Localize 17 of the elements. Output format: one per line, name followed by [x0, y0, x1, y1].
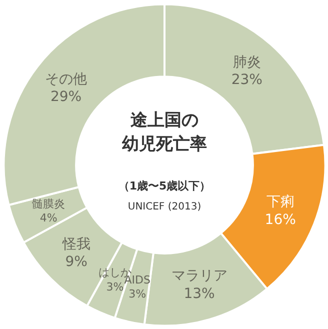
data-label: 3%: [106, 280, 124, 294]
data-label: 13%: [184, 286, 215, 302]
data-label: 9%: [65, 254, 88, 270]
data-label: 4%: [40, 212, 58, 225]
data-label: 29%: [50, 89, 82, 106]
slice-label: 肺炎: [232, 54, 261, 70]
text: UNICEF (2013): [128, 201, 202, 212]
slice-label: 下痢: [266, 194, 294, 210]
data-label: 3%: [128, 288, 146, 301]
text: （1歳〜5歳以下）: [118, 179, 211, 192]
data-label: 16%: [264, 212, 296, 228]
text: 途上国の幼児死亡率: [122, 110, 207, 155]
data-label: 23%: [231, 72, 262, 88]
slice-label: 髄膜炎: [32, 197, 66, 210]
slice-label: その他: [45, 72, 88, 88]
slice-label: 怪我: [61, 236, 90, 253]
slice-label: マラリア: [171, 268, 228, 284]
